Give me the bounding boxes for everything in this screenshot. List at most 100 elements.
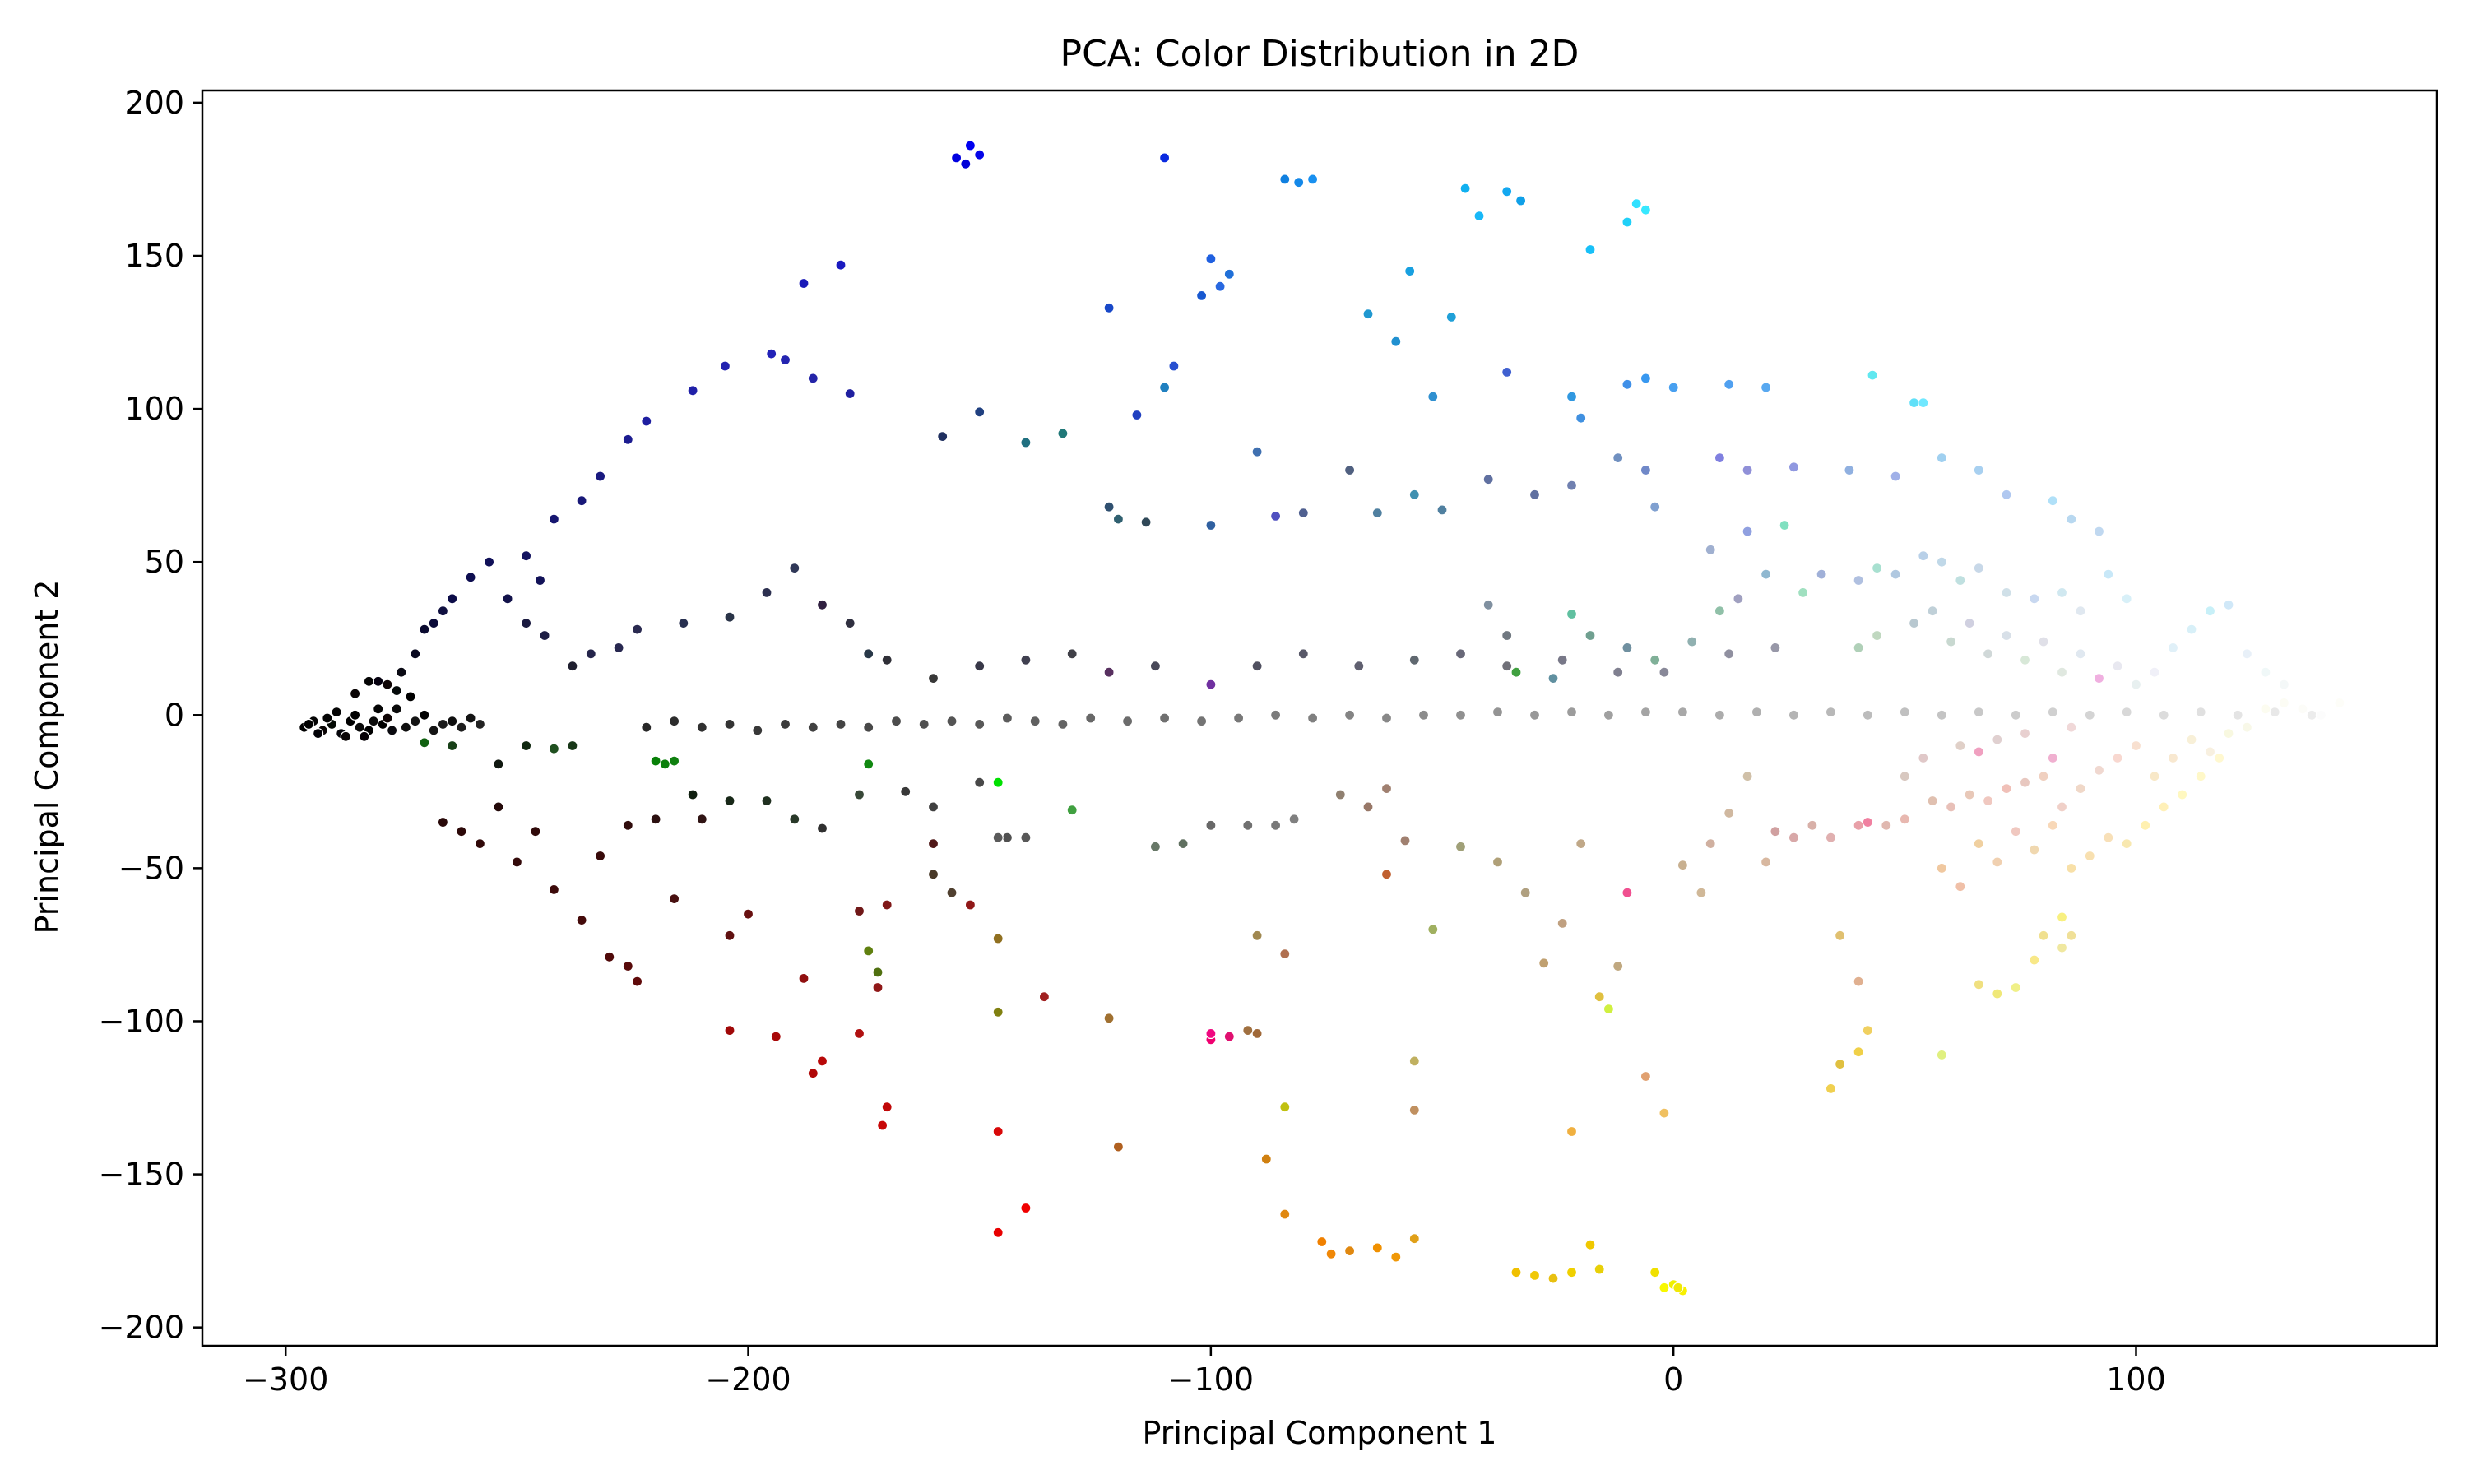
scatter-point <box>1631 198 1642 210</box>
scatter-point <box>1621 887 1633 898</box>
scatter-point <box>1723 648 1735 660</box>
scatter-point <box>1519 887 1531 898</box>
scatter-point <box>1862 709 1873 721</box>
scatter-point <box>1872 629 1883 642</box>
scatter-point <box>1515 195 1527 206</box>
scatter-point <box>1279 1101 1291 1113</box>
scatter-point <box>2001 629 2012 642</box>
scatter-point <box>1733 593 1744 605</box>
scatter-point <box>1408 1233 1420 1245</box>
scatter-point <box>1556 917 1568 930</box>
scatter-point <box>2047 706 2058 718</box>
y-axis-label: Principal Component 2 <box>29 580 65 934</box>
scatter-point <box>1242 819 1254 831</box>
scatter-point <box>900 786 912 797</box>
scatter-point <box>992 1006 1004 1018</box>
scatter-point <box>1390 336 1402 347</box>
scatter-point <box>2140 819 2151 831</box>
scatter-point <box>964 899 977 911</box>
scatter-point <box>419 709 430 721</box>
scatter-point <box>1149 661 1162 672</box>
scatter-point <box>1603 709 1615 721</box>
scatter-point <box>881 1101 893 1113</box>
scatter-point <box>2149 771 2160 782</box>
scatter-point <box>354 721 365 733</box>
scatter-point <box>1556 654 1568 665</box>
scatter-point <box>2010 981 2021 994</box>
scatter-point <box>382 679 393 690</box>
scatter-point <box>2130 679 2142 690</box>
scatter-point <box>1566 391 1578 402</box>
scatter-point <box>668 716 680 727</box>
scatter-point <box>927 672 939 684</box>
scatter-point <box>2066 930 2077 941</box>
scatter-point <box>2149 666 2160 678</box>
scatter-point <box>1640 464 1652 476</box>
scatter-point <box>1566 1267 1578 1278</box>
scatter-point <box>927 801 939 813</box>
scatter-point <box>1158 382 1171 393</box>
scatter-point <box>1612 960 1624 972</box>
scatter-point <box>1491 706 1504 718</box>
scatter-point <box>322 712 333 724</box>
scatter-point <box>992 777 1004 788</box>
scatter-point <box>2232 709 2243 721</box>
scatter-point <box>2241 648 2252 660</box>
scatter-point <box>1946 636 1957 647</box>
scatter-point <box>2038 771 2049 782</box>
x-tick-label: −300 <box>243 1361 328 1398</box>
scatter-point <box>2306 709 2317 721</box>
scatter-point <box>641 721 652 733</box>
scatter-point <box>1881 819 1892 831</box>
scatter-point <box>1501 186 1513 197</box>
scatter-point <box>502 593 513 605</box>
scatter-point <box>373 675 384 687</box>
scatter-point <box>2001 489 2012 500</box>
scatter-point <box>1205 519 1217 531</box>
scatter-point <box>816 1055 828 1067</box>
scatter-point <box>1807 819 1818 831</box>
scatter-point <box>465 572 476 583</box>
scatter-point <box>1566 1125 1578 1138</box>
scatter-point <box>1205 819 1217 831</box>
scatter-point <box>1251 661 1263 672</box>
scatter-point <box>946 887 958 898</box>
scatter-point <box>1594 991 1605 1003</box>
scatter-point <box>1112 513 1125 525</box>
y-tick-label: 0 <box>165 697 184 733</box>
scatter-point <box>1770 642 1781 654</box>
scatter-point <box>668 893 680 905</box>
scatter-point <box>1714 605 1725 617</box>
scatter-point <box>1723 378 1735 390</box>
scatter-point <box>1306 712 1319 724</box>
scatter-point <box>1640 204 1652 216</box>
scatter-point <box>1459 183 1471 194</box>
x-tick-label: −200 <box>705 1361 791 1398</box>
scatter-point <box>1103 302 1115 313</box>
scatter-point <box>1899 814 1910 825</box>
scatter-point <box>2029 844 2040 856</box>
scatter-point <box>548 513 560 525</box>
scatter-point <box>1825 1083 1836 1095</box>
scatter-point <box>631 624 643 635</box>
scatter-point <box>1936 709 1947 721</box>
scatter-point <box>2260 703 2271 715</box>
scatter-point <box>1158 152 1171 164</box>
scatter-point <box>1085 712 1097 724</box>
scatter-point <box>387 725 398 736</box>
scatter-point <box>1501 661 1513 672</box>
scatter-point <box>2066 721 2077 733</box>
scatter-point <box>474 718 486 730</box>
scatter-point <box>405 691 416 703</box>
scatter-point <box>1408 1055 1420 1067</box>
scatter-point <box>1853 642 1864 654</box>
scatter-point <box>530 826 541 837</box>
scatter-point <box>1057 718 1069 730</box>
scatter-point <box>2223 727 2234 740</box>
scatter-point <box>927 837 939 850</box>
scatter-point <box>1918 550 1929 562</box>
scatter-point <box>1306 174 1319 185</box>
scatter-point <box>1251 1027 1263 1040</box>
scatter-point <box>2177 789 2188 800</box>
